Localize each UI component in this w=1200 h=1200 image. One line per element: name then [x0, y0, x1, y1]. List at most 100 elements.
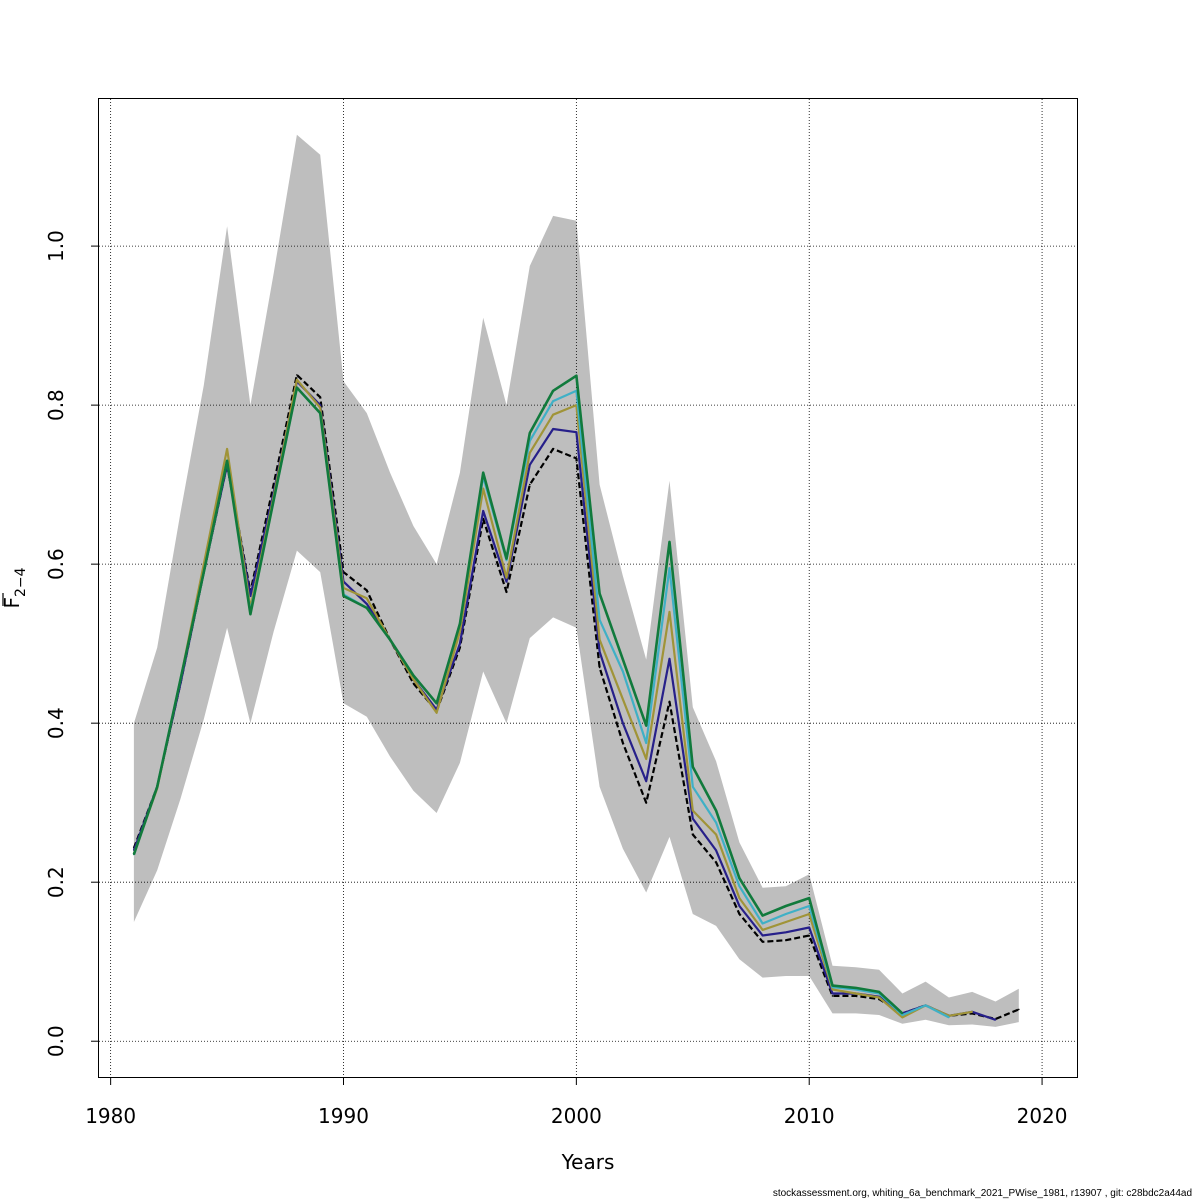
data-point — [482, 471, 485, 474]
data-point — [785, 931, 787, 934]
data-point — [529, 464, 531, 466]
data-point — [319, 412, 322, 414]
data-point — [785, 905, 787, 907]
data-point — [948, 1016, 950, 1019]
data-point — [785, 921, 787, 923]
data-point — [319, 406, 322, 409]
data-point — [878, 991, 880, 993]
y-axis-title-subscript: 2−4 — [13, 567, 29, 597]
data-point — [808, 905, 810, 907]
y-tick-label: 0.4 — [44, 707, 68, 739]
y-axis-title-base: F — [0, 597, 24, 609]
data-point — [808, 913, 810, 915]
data-point — [1018, 1008, 1020, 1011]
data-point — [761, 922, 764, 925]
data-point — [459, 642, 461, 645]
data-point — [645, 724, 647, 727]
series-layer — [132, 373, 1020, 1021]
data-point — [296, 374, 298, 376]
confidence-band-layer — [133, 134, 1019, 1027]
data-point — [505, 580, 508, 583]
data-point — [645, 801, 647, 804]
data-point — [366, 607, 368, 609]
data-point — [785, 913, 787, 915]
data-point — [459, 623, 461, 625]
data-point — [249, 595, 252, 597]
data-point — [785, 939, 787, 941]
data-point — [855, 992, 857, 995]
data-point — [366, 603, 368, 605]
data-point — [598, 638, 601, 641]
data-point — [412, 674, 415, 677]
x-axis-title: Years — [561, 1150, 615, 1174]
data-point — [226, 460, 228, 462]
data-point — [342, 595, 345, 597]
data-point — [738, 905, 741, 907]
data-point — [622, 658, 624, 661]
x-tick-label: 2010 — [784, 1104, 835, 1128]
data-point — [412, 678, 415, 681]
data-point — [435, 702, 438, 705]
data-point — [715, 833, 717, 836]
x-tick-label: 2020 — [1017, 1104, 1068, 1128]
data-point — [598, 650, 601, 653]
data-point — [296, 378, 298, 381]
data-point — [529, 483, 531, 486]
data-point — [482, 510, 485, 512]
data-point — [855, 987, 857, 989]
data-point — [366, 589, 368, 592]
data-point — [645, 758, 647, 760]
data-point — [575, 457, 578, 460]
data-point — [179, 678, 182, 681]
data-point — [831, 995, 834, 997]
data-point — [831, 984, 834, 987]
y-tick-label: 0.8 — [44, 389, 68, 421]
data-point — [156, 786, 158, 788]
data-point — [459, 630, 461, 633]
svg-text:F2−4: F2−4 — [0, 567, 29, 608]
series-line-5 — [132, 374, 904, 1015]
data-point — [808, 934, 810, 937]
data-point — [715, 849, 717, 852]
data-point — [738, 877, 741, 879]
y-axis-title: F2−4 — [0, 567, 29, 608]
data-point — [133, 853, 135, 856]
data-point — [226, 448, 228, 450]
data-point — [831, 988, 834, 991]
data-point — [645, 742, 647, 744]
data-point — [715, 821, 717, 824]
data-point — [203, 571, 205, 573]
data-point — [622, 722, 624, 724]
data-point — [808, 926, 810, 929]
data-point — [715, 809, 717, 812]
data-point — [668, 567, 671, 569]
data-point — [529, 452, 531, 454]
data-point — [692, 817, 694, 820]
data-point — [901, 1016, 904, 1019]
data-point — [622, 742, 624, 744]
data-point — [296, 386, 298, 389]
y-tick-label: 0.2 — [44, 866, 68, 898]
data-point — [692, 766, 694, 768]
data-point — [901, 1012, 904, 1015]
data-point — [552, 390, 554, 392]
data-point — [668, 611, 671, 613]
data-point — [435, 712, 438, 714]
series-points-5 — [133, 374, 904, 1015]
data-point — [319, 396, 322, 399]
data-point — [831, 992, 834, 995]
data-point — [552, 448, 554, 450]
y-tick-label: 1.0 — [44, 230, 68, 262]
data-point — [761, 929, 764, 931]
data-point — [552, 428, 554, 430]
data-point — [761, 914, 764, 917]
plot-frame — [98, 98, 1078, 1078]
data-point — [668, 700, 671, 703]
data-point — [505, 557, 508, 560]
data-point — [715, 861, 717, 864]
data-point — [482, 487, 485, 490]
data-point — [249, 613, 252, 615]
data-point — [668, 541, 671, 543]
data-point — [738, 885, 741, 887]
data-point — [598, 619, 601, 621]
